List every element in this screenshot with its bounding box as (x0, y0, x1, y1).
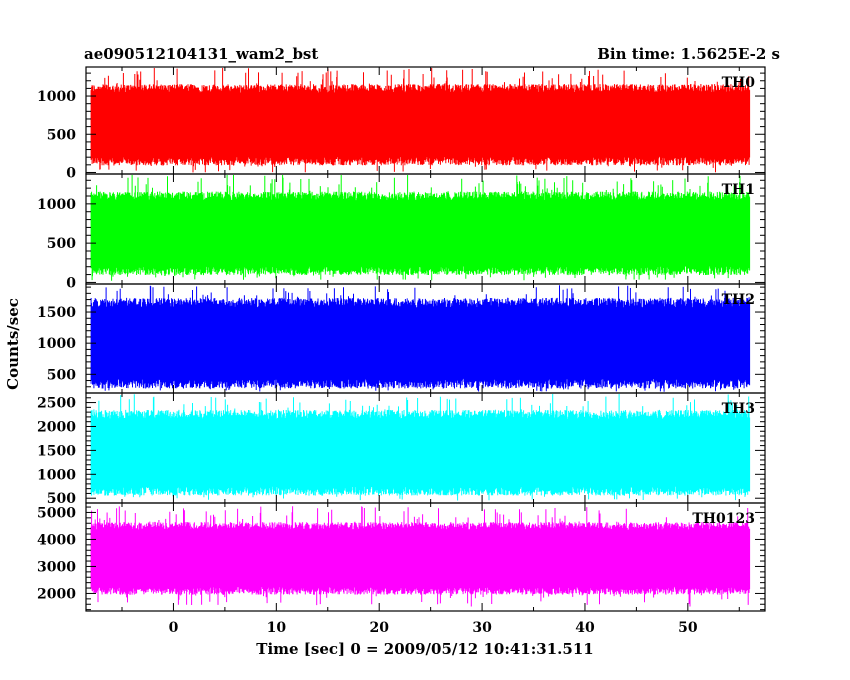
y-tick-label: 500 (47, 491, 76, 507)
x-axis: 0 10 20 30 40 50 (169, 620, 698, 636)
x-tick-label: 20 (369, 620, 389, 636)
bin-time-label: Bin time: 1.5625E-2 s (597, 45, 780, 63)
y-tick-label: 1000 (37, 336, 76, 352)
panel-label-th2: TH2 (722, 292, 755, 308)
y-tick-label: 1500 (37, 305, 76, 321)
y-tick-label: 5000 (37, 505, 76, 521)
y-tick-label: 2000 (37, 586, 76, 602)
y-tick-label: 500 (47, 236, 76, 252)
panel-label-th1: TH1 (722, 182, 755, 198)
panel-frame (85, 502, 766, 612)
series-th2 (90, 285, 751, 392)
x-tick-label: 10 (267, 620, 287, 636)
panel-th3: 500 1000 1500 2000 2500 TH3 (37, 392, 766, 507)
series-th0123 (90, 506, 751, 607)
panels-group: 0 500 1000 TH0 0 500 1000 TH1 500 1000 1500 TH2 500 1… (37, 66, 766, 612)
y-tick-label: 1000 (37, 197, 76, 213)
panel-th0123: 2000 3000 4000 5000 TH0123 (37, 502, 766, 612)
y-tick-label: 0 (66, 275, 76, 291)
y-tick-label: 1000 (37, 467, 76, 483)
series-th3 (90, 394, 751, 501)
panel-label-th0: TH0 (722, 75, 756, 91)
y-tick-label: 3000 (37, 559, 76, 575)
y-tick-label: 0 (66, 165, 76, 181)
y-axis-label: Counts/sec (4, 298, 22, 390)
x-axis-label: Time [sec] 0 = 2009/05/12 10:41:31.511 (256, 640, 593, 658)
x-tick-label: 0 (169, 620, 179, 636)
panel-th2: 500 1000 1500 TH2 (37, 283, 766, 394)
y-tick-label: 4000 (37, 532, 76, 548)
panel-th0: 0 500 1000 TH0 (37, 66, 766, 181)
y-tick-label: 500 (47, 367, 76, 383)
y-tick-label: 2500 (37, 396, 76, 412)
x-tick-label: 40 (575, 620, 595, 636)
series-th1 (90, 175, 751, 281)
series-th0 (90, 68, 751, 173)
y-tick-label: 2000 (37, 419, 76, 435)
y-tick-label: 1000 (37, 89, 76, 105)
y-tick-label: 1500 (37, 443, 76, 459)
x-tick-label: 50 (678, 620, 698, 636)
x-tick-label: 30 (472, 620, 492, 636)
panel-label-th3: TH3 (722, 401, 755, 417)
panel-th1: 0 500 1000 TH1 (37, 173, 766, 291)
chart-title: ae090512104131_wam2_bst (84, 45, 318, 63)
y-tick-label: 500 (47, 127, 76, 143)
panel-label-th0123: TH0123 (692, 511, 755, 527)
